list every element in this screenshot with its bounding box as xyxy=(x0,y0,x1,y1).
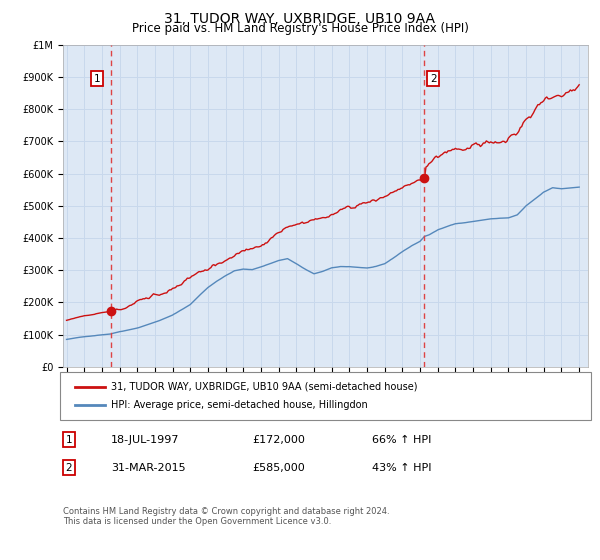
Text: HPI: Average price, semi-detached house, Hillingdon: HPI: Average price, semi-detached house,… xyxy=(111,400,368,410)
Text: 2: 2 xyxy=(430,73,437,83)
Text: 31, TUDOR WAY, UXBRIDGE, UB10 9AA: 31, TUDOR WAY, UXBRIDGE, UB10 9AA xyxy=(164,12,436,26)
Text: 1: 1 xyxy=(94,73,101,83)
Text: 1: 1 xyxy=(65,435,73,445)
Text: 43% ↑ HPI: 43% ↑ HPI xyxy=(372,463,431,473)
Text: 18-JUL-1997: 18-JUL-1997 xyxy=(111,435,179,445)
Text: 31, TUDOR WAY, UXBRIDGE, UB10 9AA (semi-detached house): 31, TUDOR WAY, UXBRIDGE, UB10 9AA (semi-… xyxy=(111,382,418,392)
Text: £585,000: £585,000 xyxy=(252,463,305,473)
Text: Price paid vs. HM Land Registry's House Price Index (HPI): Price paid vs. HM Land Registry's House … xyxy=(131,22,469,35)
Text: 2: 2 xyxy=(65,463,73,473)
Text: 31-MAR-2015: 31-MAR-2015 xyxy=(111,463,185,473)
Text: 66% ↑ HPI: 66% ↑ HPI xyxy=(372,435,431,445)
Text: Contains HM Land Registry data © Crown copyright and database right 2024.
This d: Contains HM Land Registry data © Crown c… xyxy=(63,507,389,526)
Text: £172,000: £172,000 xyxy=(252,435,305,445)
